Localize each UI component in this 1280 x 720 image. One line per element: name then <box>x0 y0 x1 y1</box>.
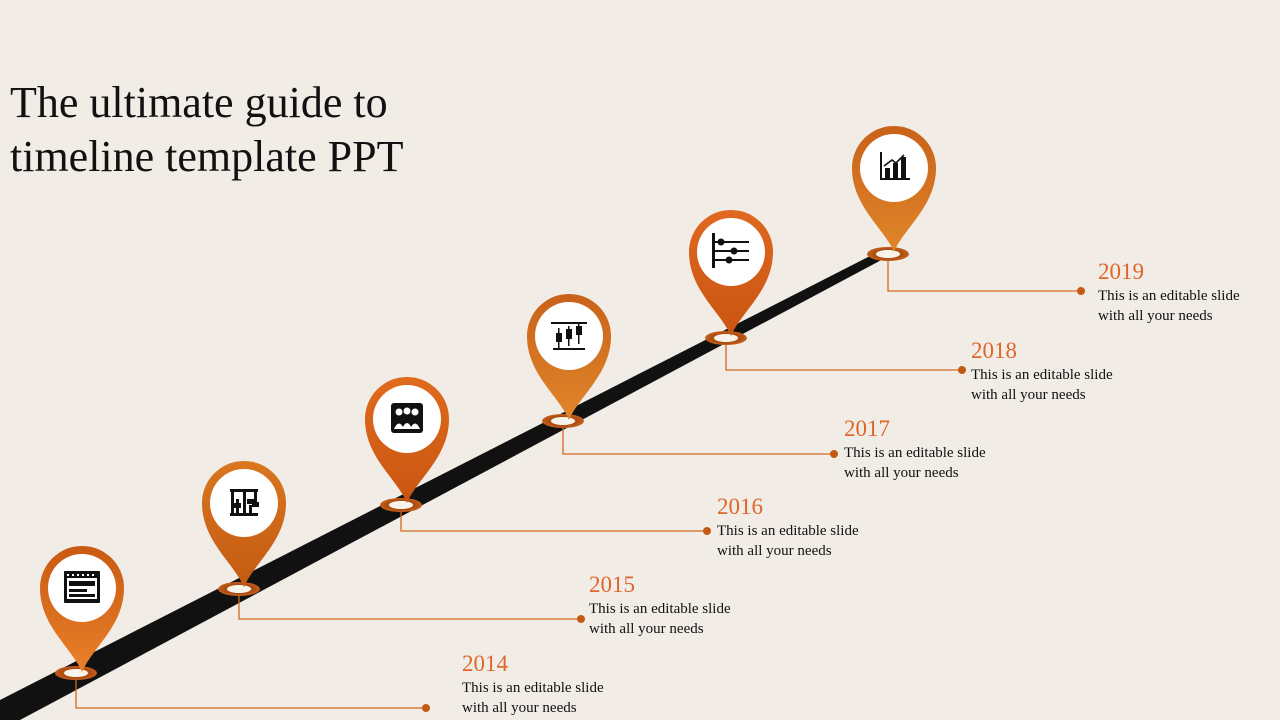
milestone-year: 2019 <box>1098 259 1144 284</box>
milestone-2016: 2016 This is an editable slide with all … <box>717 494 917 561</box>
candlestick-chart-icon <box>551 322 587 350</box>
title-line-2: timeline template PPT <box>10 132 404 181</box>
pin-2018 <box>683 204 779 339</box>
slider-controls-icon <box>712 233 749 268</box>
connector-2018 <box>725 341 966 374</box>
milestone-description: This is an editable slide with all your … <box>717 523 859 559</box>
milestone-2014: 2014 This is an editable slide with all … <box>462 651 662 718</box>
connector-2015 <box>238 592 585 623</box>
page-title: The ultimate guide to timeline template … <box>10 76 530 184</box>
milestone-year: 2014 <box>462 651 508 676</box>
pin-2014 <box>34 540 130 675</box>
pin-2015 <box>196 455 292 590</box>
connector-2019 <box>887 257 1085 295</box>
base-ring-2014 <box>55 666 97 680</box>
milestone-description: This is an editable slide with all your … <box>971 367 1113 403</box>
milestone-2018: 2018 This is an editable slide with all … <box>971 338 1171 405</box>
milestone-description: This is an editable slide with all your … <box>462 680 604 716</box>
equalizer-icon <box>230 489 259 516</box>
milestone-description: This is an editable slide with all your … <box>589 601 731 637</box>
calendar-board-icon <box>64 571 100 603</box>
pin-2016 <box>359 371 455 506</box>
milestone-year: 2015 <box>589 572 635 597</box>
milestone-2019: 2019 This is an editable slide with all … <box>1098 259 1280 326</box>
milestone-year: 2016 <box>717 494 763 519</box>
base-ring-2019 <box>867 247 909 261</box>
base-ring-2015 <box>218 582 260 596</box>
team-icon <box>391 403 423 433</box>
connector-2017 <box>562 424 838 458</box>
milestone-year: 2017 <box>844 416 890 441</box>
milestone-year: 2018 <box>971 338 1017 363</box>
milestone-2015: 2015 This is an editable slide with all … <box>589 572 789 639</box>
base-ring-2018 <box>705 331 747 345</box>
pin-2017 <box>521 288 617 423</box>
milestone-2017: 2017 This is an editable slide with all … <box>844 416 1044 483</box>
timeline-road <box>0 250 900 720</box>
connector-2016 <box>400 508 711 535</box>
milestone-description: This is an editable slide with all your … <box>844 445 986 481</box>
pin-2019 <box>846 120 942 255</box>
growth-bar-chart-icon <box>880 152 910 180</box>
base-ring-2017 <box>542 414 584 428</box>
title-line-1: The ultimate guide to <box>10 78 388 127</box>
milestone-description: This is an editable slide with all your … <box>1098 288 1240 324</box>
connector-2014 <box>75 676 430 712</box>
base-ring-2016 <box>380 498 422 512</box>
